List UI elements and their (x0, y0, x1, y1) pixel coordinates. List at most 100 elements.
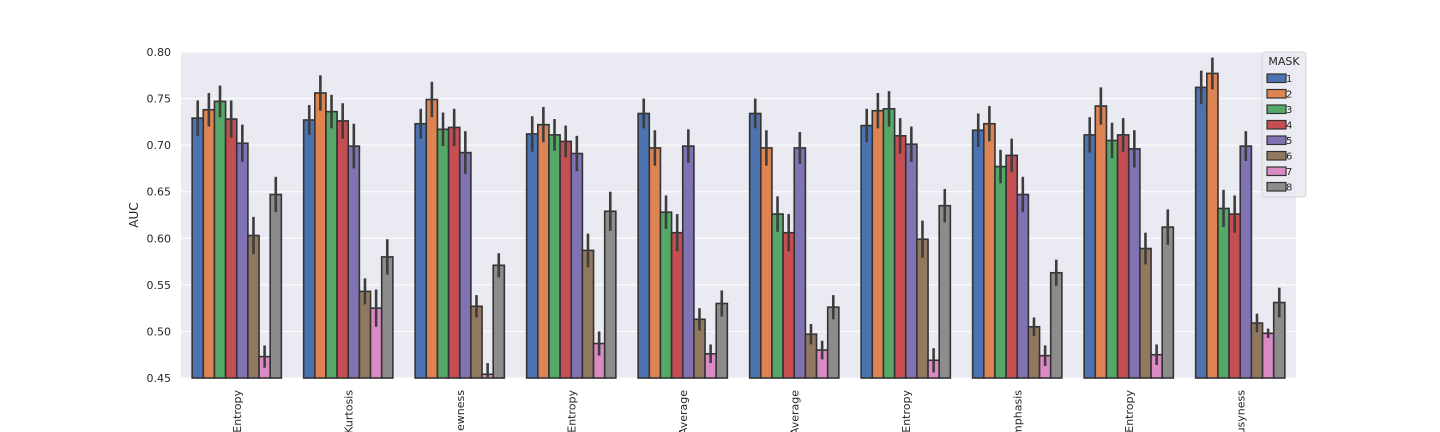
legend: MASK 1 2 3 4 5 6 7 8 (1261, 51, 1307, 198)
legend-label-mask-7: 7 (1286, 167, 1292, 178)
bar-mask-8 (269, 193, 283, 379)
y-tick-label: 0.75 (147, 93, 172, 106)
bar-mask-4 (559, 140, 573, 379)
bar-mask-3 (882, 108, 896, 379)
legend-swatch-mask-4 (1266, 119, 1287, 130)
bar-mask-5 (347, 145, 361, 379)
y-tick-label: 0.50 (147, 325, 172, 338)
bar-mask-2 (425, 98, 439, 379)
bar-mask-8 (380, 256, 394, 379)
bar-mask-3 (436, 128, 450, 379)
bar-mask-5 (570, 152, 584, 379)
x-tick-label: usyness (1234, 390, 1247, 432)
bar-mask-3 (548, 134, 561, 379)
bar-mask-1 (414, 122, 428, 379)
bars (191, 72, 1286, 379)
bar-mask-1 (191, 117, 205, 379)
bar-mask-2 (536, 123, 550, 379)
error-bars (196, 57, 1281, 378)
x-tick-label: Entropy (231, 390, 244, 432)
legend-label-mask-6: 6 (1286, 152, 1292, 163)
bar-mask-4 (893, 135, 907, 379)
bar-mask-3 (1105, 139, 1119, 379)
bar-mask-4 (1116, 134, 1130, 379)
legend-swatch-mask-1 (1266, 73, 1287, 84)
bar-mask-8 (603, 210, 617, 379)
x-tick-label: Entropy (565, 390, 578, 432)
bar-mask-3 (213, 100, 227, 379)
legend-swatch-mask-7 (1266, 166, 1287, 177)
legend-label-mask-2: 2 (1286, 90, 1292, 101)
y-tick-label: 0.65 (147, 186, 172, 199)
bar-mask-5 (793, 147, 807, 379)
x-tick-label: Average (788, 390, 801, 432)
x-tick-label: Kurtosis (342, 390, 355, 432)
legend-swatch-mask-2 (1266, 88, 1287, 99)
x-tick-label: Entropy (900, 390, 913, 432)
bar-mask-8 (1161, 226, 1175, 379)
bar-mask-3 (994, 165, 1007, 379)
bar-mask-5 (1239, 145, 1253, 379)
y-axis-title: AUC (127, 202, 141, 227)
legend-label-mask-8: 8 (1286, 183, 1292, 194)
bar-mask-3 (659, 211, 673, 379)
y-tick-label: 0.70 (147, 139, 172, 152)
y-tick-label: 0.55 (147, 279, 172, 292)
bar-mask-5 (1127, 148, 1141, 379)
y-tick-label: 0.60 (147, 232, 172, 245)
bar-mask-6 (581, 249, 595, 379)
bar-mask-3 (325, 110, 338, 379)
bar-mask-1 (525, 133, 539, 379)
x-tick-label: Entropy (1123, 390, 1136, 432)
bar-mask-5 (458, 151, 472, 379)
legend-label-mask-1: 1 (1286, 74, 1292, 85)
legend-swatch-mask-5 (1266, 135, 1287, 146)
x-tick-labels: Entropy Kurtosis ewness Entropy Average Avera… (231, 390, 1248, 432)
bar-mask-6 (247, 234, 260, 379)
bar-mask-4 (1228, 213, 1242, 379)
bar-mask-2 (871, 109, 885, 379)
bar-mask-1 (971, 129, 985, 379)
x-tick-label: mphasis (1011, 390, 1024, 432)
bar-mask-3 (1217, 207, 1230, 379)
y-tick-label: 0.80 (147, 46, 172, 59)
y-tick-label: 0.45 (147, 372, 172, 385)
bar-mask-4 (670, 231, 684, 379)
bar-mask-4 (782, 231, 796, 379)
bar-mask-3 (771, 213, 784, 379)
bar-mask-5 (235, 142, 249, 379)
bar-mask-1 (1194, 86, 1208, 379)
bar-mask-4 (1005, 154, 1019, 379)
bar-mask-6 (916, 238, 929, 379)
bar-mask-1 (860, 124, 874, 379)
bar-mask-1 (302, 119, 316, 379)
bar-mask-8 (938, 204, 952, 379)
bar-mask-8 (492, 264, 506, 379)
bar-mask-2 (648, 147, 662, 379)
bar-mask-5 (1016, 193, 1030, 379)
bar-mask-1 (637, 112, 651, 379)
bar-mask-2 (982, 122, 996, 379)
x-tick-label: ewness (454, 390, 467, 431)
bar-mask-2 (313, 92, 327, 379)
bar-mask-4 (336, 120, 350, 379)
bar-mask-2 (1206, 72, 1219, 379)
legend-label-mask-3: 3 (1286, 105, 1292, 116)
bar-mask-2 (202, 108, 216, 379)
legend-label-mask-4: 4 (1286, 121, 1292, 132)
bar-mask-1 (748, 112, 762, 379)
bar-mask-2 (759, 147, 773, 379)
legend-label-mask-5: 5 (1286, 136, 1292, 147)
bar-mask-5 (904, 143, 918, 379)
legend-title: MASK (1268, 55, 1300, 68)
bar-mask-5 (681, 145, 695, 379)
legend-swatch-mask-8 (1266, 181, 1287, 192)
y-tick-labels: 0.80 0.75 0.70 0.65 0.60 0.55 0.50 0.45 (147, 46, 172, 385)
bar-mask-7 (1261, 332, 1275, 379)
bar-mask-6 (1139, 247, 1152, 379)
bar-mask-8 (1049, 271, 1063, 379)
bar-mask-4 (447, 126, 461, 379)
bar-mask-4 (224, 118, 238, 379)
bar-mask-2 (1094, 105, 1108, 379)
